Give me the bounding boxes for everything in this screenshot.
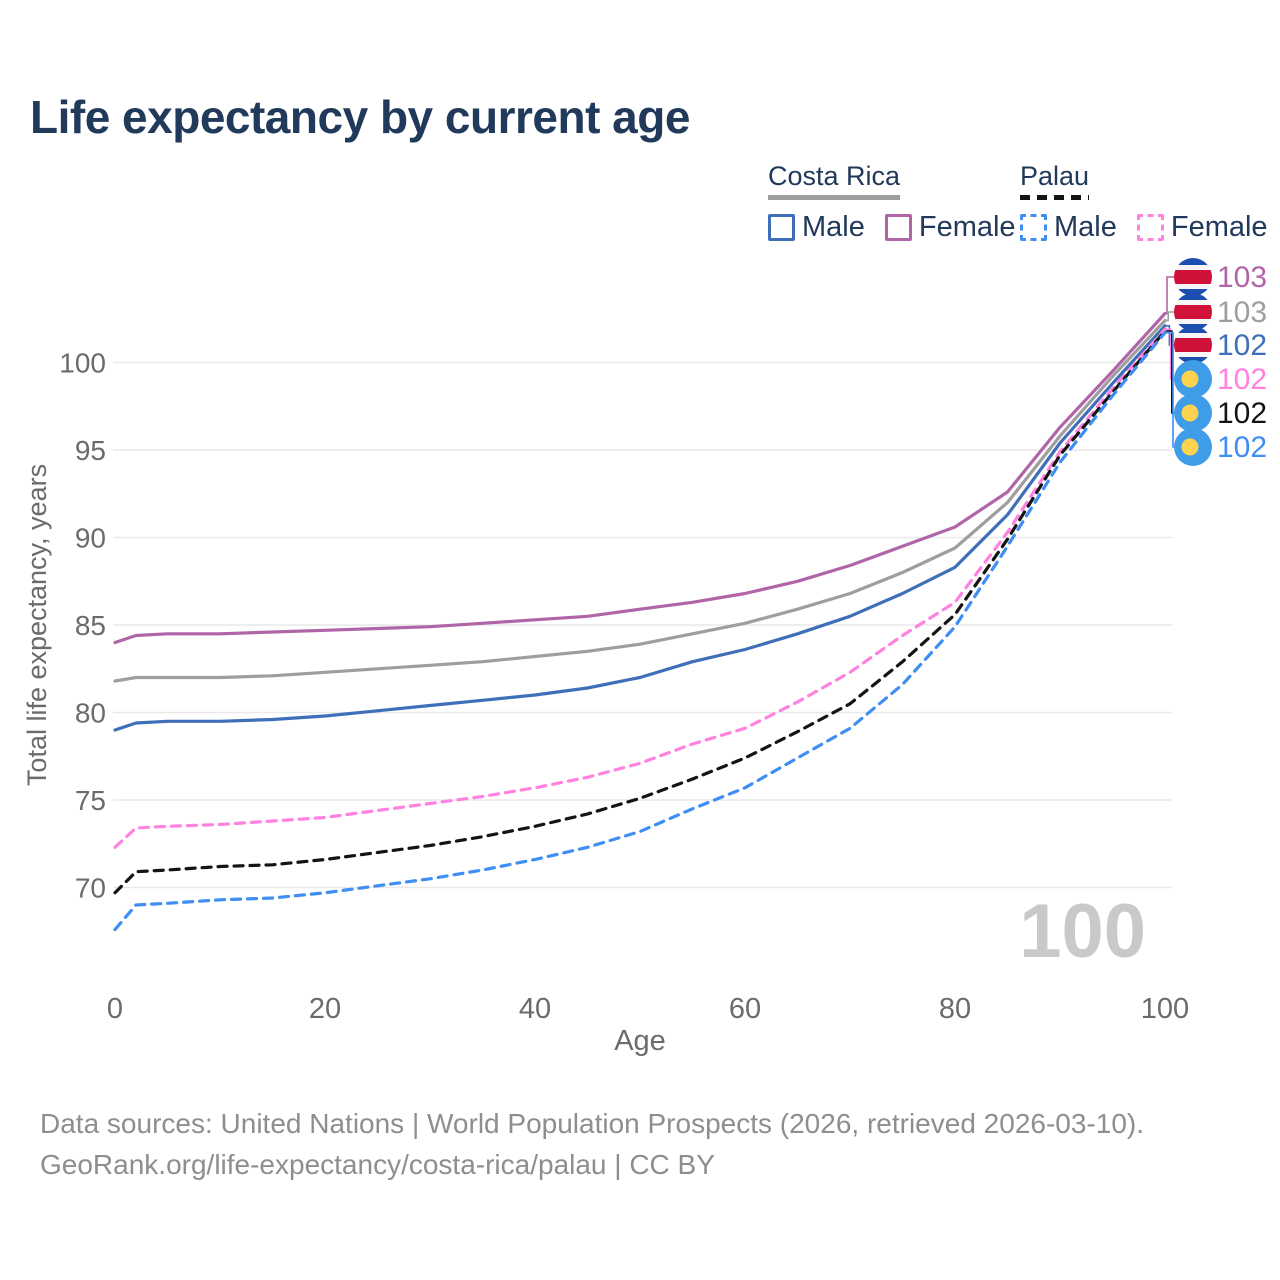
series-line-costa-rica-female[interactable]	[113, 311, 1167, 645]
end-value-label-palau-total: 102	[1217, 397, 1267, 430]
legend-line-sample-costa-rica	[768, 195, 900, 200]
series-line-palau-total[interactable]	[113, 329, 1167, 895]
footer-source-line: Data sources: United Nations | World Pop…	[40, 1108, 1145, 1139]
legend-group-palau: Palau Male Female	[1020, 161, 1268, 244]
x-tick-label: 100	[1141, 993, 1189, 1025]
hover-age-watermark: 100	[1019, 889, 1146, 974]
legend-label-palau-male[interactable]: Male	[1054, 211, 1117, 243]
y-tick-label: 90	[75, 523, 106, 554]
y-axis-title: Total life expectancy, years	[22, 464, 52, 786]
flag-icon-costa-rica	[1174, 258, 1212, 296]
legend-swatch-costa-rica-female[interactable]	[884, 214, 912, 241]
page-title: Life expectancy by current age	[30, 91, 690, 143]
flag-icon-palau	[1174, 394, 1212, 432]
legend-group-title-palau: Palau	[1020, 161, 1090, 191]
series-line-costa-rica-total[interactable]	[113, 318, 1167, 683]
y-tick-label: 85	[75, 610, 106, 641]
legend-item-palau-female[interactable]: Female	[1136, 211, 1268, 244]
series-line-costa-rica-male[interactable]	[113, 324, 1167, 732]
legend-item-palau-male[interactable]: Male	[1020, 211, 1117, 244]
flag-icon-palau	[1174, 428, 1212, 466]
y-tick-label: 75	[75, 785, 106, 816]
y-tick-label: 80	[75, 698, 106, 729]
legend-item-costa-rica-male[interactable]: Male	[768, 211, 865, 244]
legend-label-palau-female[interactable]: Female	[1170, 211, 1268, 243]
legend-line-sample-palau	[1020, 195, 1089, 200]
legend-item-costa-rica-female[interactable]: Female	[884, 211, 1016, 244]
legend-swatch-palau-male[interactable]	[1020, 214, 1047, 241]
end-value-label-palau-female: 102	[1217, 363, 1267, 396]
end-value-label-costa-rica-male: 102	[1217, 329, 1267, 362]
series-line-palau-male[interactable]	[113, 331, 1167, 932]
legend-group-title-costa-rica: Costa Rica	[768, 161, 901, 191]
y-tick-label: 70	[75, 873, 106, 904]
legend-swatch-costa-rica-male[interactable]	[768, 214, 795, 241]
footer-url-line: GeoRank.org/life-expectancy/costa-rica/p…	[40, 1149, 715, 1180]
flag-icon-costa-rica	[1174, 293, 1212, 331]
x-axis-title: Age	[614, 1025, 666, 1057]
series-line-palau-female[interactable]	[113, 327, 1167, 849]
end-value-label-costa-rica-total: 103	[1217, 296, 1267, 329]
end-value-label-palau-male: 102	[1217, 431, 1267, 464]
leader-line-palau-male	[1165, 331, 1174, 448]
flag-icon-palau	[1174, 360, 1212, 398]
x-tick-label: 60	[729, 993, 761, 1025]
leader-line-costa-rica-female	[1165, 276, 1174, 315]
y-tick-label: 95	[75, 435, 106, 466]
end-value-label-costa-rica-female: 103	[1217, 261, 1267, 294]
footer: Data sources: United Nations | World Pop…	[40, 1103, 1144, 1185]
legend-label-costa-rica-male[interactable]: Male	[802, 211, 865, 243]
x-tick-label: 20	[309, 993, 341, 1025]
flag-icon-costa-rica	[1174, 326, 1212, 364]
legend-group-costa-rica: Costa Rica Male Female	[768, 161, 1016, 244]
x-tick-label: 80	[939, 993, 971, 1025]
x-tick-label: 40	[519, 993, 551, 1025]
y-tick-label: 100	[59, 348, 106, 379]
legend-swatch-palau-female[interactable]	[1136, 214, 1164, 241]
legend-label-costa-rica-female[interactable]: Female	[918, 211, 1016, 243]
x-tick-label: 0	[107, 993, 123, 1025]
